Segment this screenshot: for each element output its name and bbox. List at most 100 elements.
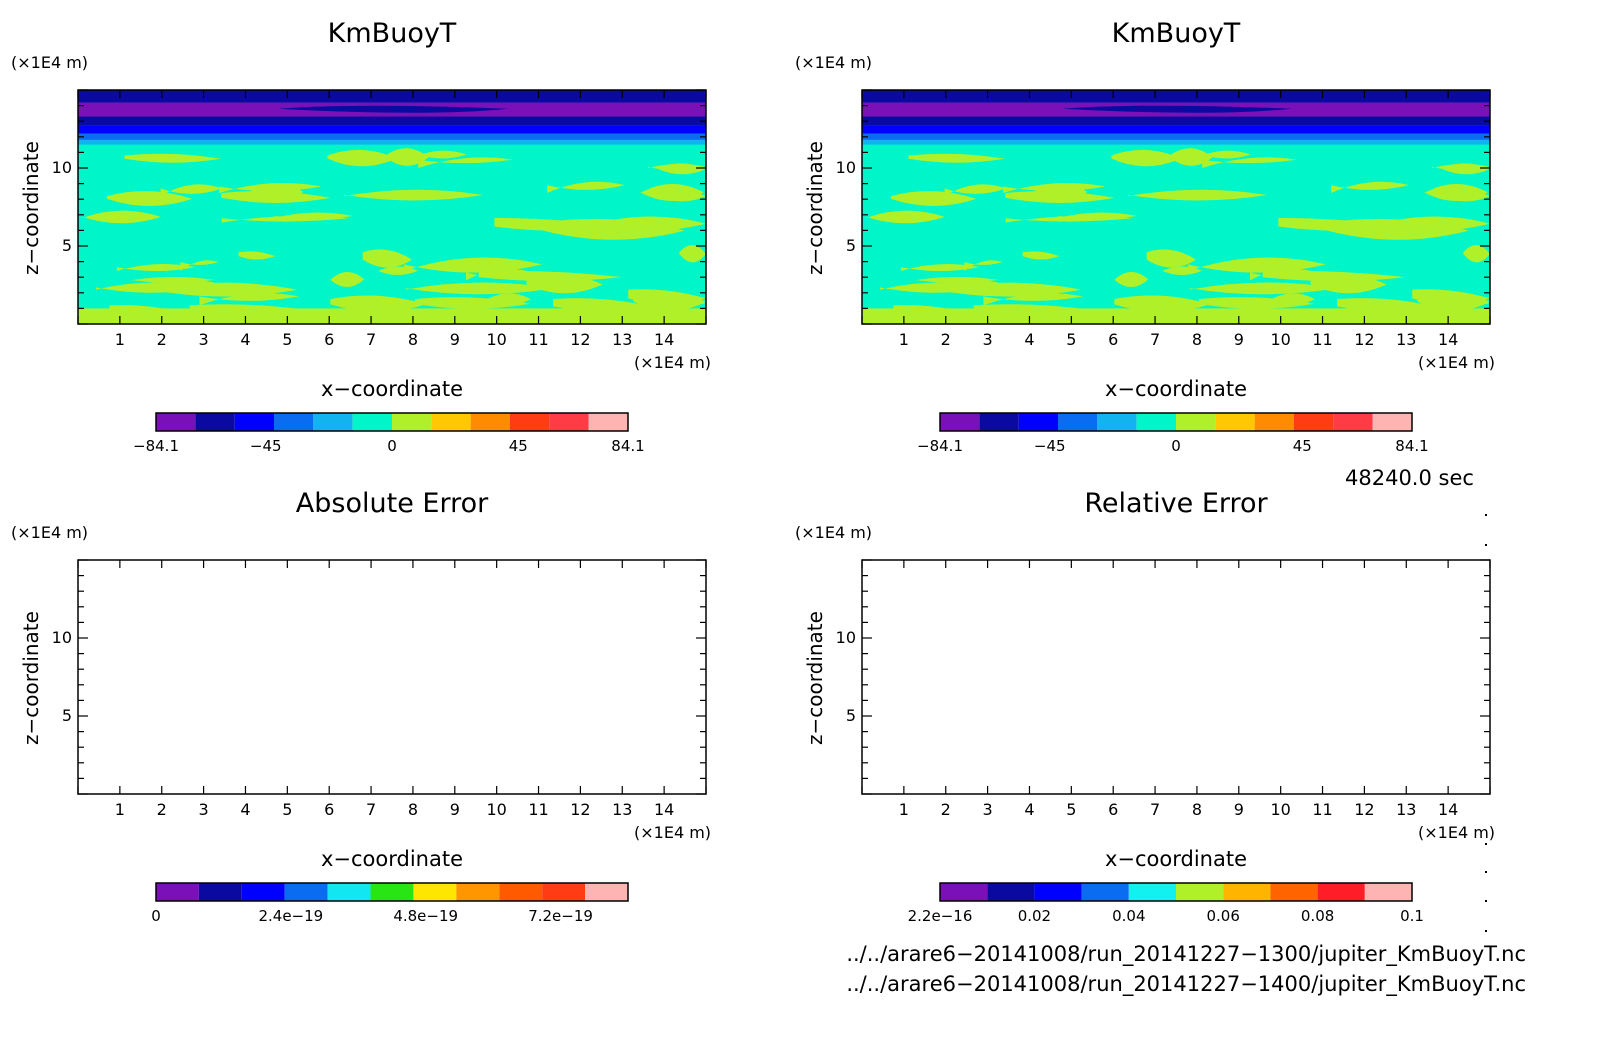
heatmap-cell <box>362 249 412 268</box>
x-tick-label: 6 <box>324 330 335 349</box>
heatmap-cell <box>900 263 980 272</box>
colorbar-frame <box>939 882 1413 902</box>
colorbar-segment <box>198 883 242 901</box>
heatmap-cell <box>124 153 221 163</box>
colorbar-segment <box>542 883 586 901</box>
y-unit-label: (×1E4 m) <box>795 53 873 72</box>
x-tick-label: 12 <box>1354 330 1375 349</box>
x-tick-label: 2 <box>940 330 951 349</box>
y-tick-label: 5 <box>61 236 72 255</box>
panel-title: Relative Error <box>1084 488 1268 519</box>
x-tick-label: 9 <box>1233 800 1244 819</box>
x-tick-label: 13 <box>612 330 633 349</box>
heatmap-cell <box>418 150 467 159</box>
heatmap-cell <box>1161 266 1202 276</box>
heatmap-cell <box>890 190 977 206</box>
marker-dot <box>1485 843 1487 845</box>
marker-dot <box>1485 930 1487 932</box>
colorbar <box>155 412 629 432</box>
x-tick-label: 14 <box>1437 330 1459 349</box>
colorbar-frame <box>939 412 1413 432</box>
heatmap-cell <box>477 293 531 307</box>
x-tick-label: 5 <box>1066 330 1077 349</box>
heatmap-cell <box>327 149 397 167</box>
heatmap-cell <box>189 304 306 314</box>
heatmap-cell <box>1114 295 1211 312</box>
file-path-2: ../../arare6−20141008/run_20141227−1400/… <box>846 972 1526 996</box>
heatmap-cell <box>660 301 706 306</box>
heatmap-cell <box>78 125 706 134</box>
heatmap-cell <box>199 293 300 306</box>
heatmap-cell <box>1442 163 1490 175</box>
heatmap-cell <box>219 183 322 193</box>
y-unit-label: (×1E4 m) <box>795 523 873 542</box>
colorbar-tick-label: −45 <box>249 437 282 455</box>
heatmap-field <box>78 90 706 324</box>
x-unit-label: (×1E4 m) <box>1418 353 1496 372</box>
heatmap-cell <box>1188 257 1326 273</box>
y-unit-label: (×1E4 m) <box>11 523 89 542</box>
x-tick-label: 2 <box>156 330 167 349</box>
heatmap-cell <box>1169 148 1213 166</box>
x-tick-label: 10 <box>1270 330 1291 349</box>
x-tick-label: 7 <box>365 800 377 819</box>
colorbar-segment <box>431 413 471 431</box>
x-tick-label: 14 <box>653 330 675 349</box>
x-tick-label: 10 <box>486 800 507 819</box>
colorbar-segment <box>456 883 500 901</box>
x-tick-label: 4 <box>1024 800 1035 819</box>
colorbar-segment <box>1317 883 1365 901</box>
colorbar-segment <box>510 413 550 431</box>
heatmap-cell <box>866 210 945 224</box>
heatmap-cell <box>385 148 429 166</box>
heatmap-cell <box>1202 157 1297 168</box>
heatmap-cell <box>106 190 193 206</box>
x-tick-label: 1 <box>898 330 909 349</box>
heatmap-cell <box>130 276 215 284</box>
y-tick-label: 10 <box>51 158 72 177</box>
colorbar-segment <box>234 413 274 431</box>
x-tick-label: 12 <box>570 330 591 349</box>
heatmap-cell <box>1278 217 1405 231</box>
y-tick-label: 10 <box>835 628 856 647</box>
x-tick-label: 3 <box>982 330 993 349</box>
plot-frame <box>861 89 1491 325</box>
heatmap-cell <box>1444 301 1490 306</box>
heatmap-cell <box>1062 105 1292 113</box>
x-tick-label: 5 <box>282 800 293 819</box>
colorbar-segment <box>274 413 314 431</box>
y-axis-label: z−coordinate <box>18 611 43 745</box>
colorbar-segment <box>1294 413 1334 431</box>
x-unit-label: (×1E4 m) <box>1418 823 1496 842</box>
heatmap-cell <box>494 217 621 231</box>
x-tick-label: 12 <box>1354 800 1375 819</box>
x-tick-label: 7 <box>1149 330 1161 349</box>
heatmap-cell <box>552 298 650 312</box>
colorbar-tick-label: 84.1 <box>611 437 645 455</box>
colorbar-segment <box>585 883 628 901</box>
y-axis-label: z−coordinate <box>802 611 827 745</box>
heatmap-cell <box>1384 216 1490 231</box>
heatmap-cell <box>893 304 974 321</box>
colorbar-segment <box>1372 413 1412 431</box>
colorbar-segment <box>549 413 589 431</box>
x-tick-label: 8 <box>1191 330 1203 349</box>
colorbar-segment <box>327 883 371 901</box>
colorbar-tick-label: 0 <box>151 907 161 925</box>
y-axis-label: z−coordinate <box>18 141 43 275</box>
colorbar-tick-label: 2.2e−16 <box>907 907 973 925</box>
heatmap-cell <box>914 276 999 284</box>
heatmap-cell <box>1441 190 1490 202</box>
marker-dot <box>1485 871 1487 873</box>
heatmap-cell <box>862 133 1490 140</box>
heatmap-cell <box>862 125 1490 134</box>
heatmap-cell <box>935 282 1082 297</box>
x-tick-label: 14 <box>653 800 675 819</box>
heatmap-cell <box>160 184 223 197</box>
x-tick-label: 7 <box>365 330 377 349</box>
x-tick-label: 9 <box>1233 330 1244 349</box>
heatmap-cell <box>908 153 1005 163</box>
colorbar-segment <box>1176 413 1216 431</box>
heatmap-cell <box>221 191 331 203</box>
x-tick-label: 4 <box>1024 330 1035 349</box>
